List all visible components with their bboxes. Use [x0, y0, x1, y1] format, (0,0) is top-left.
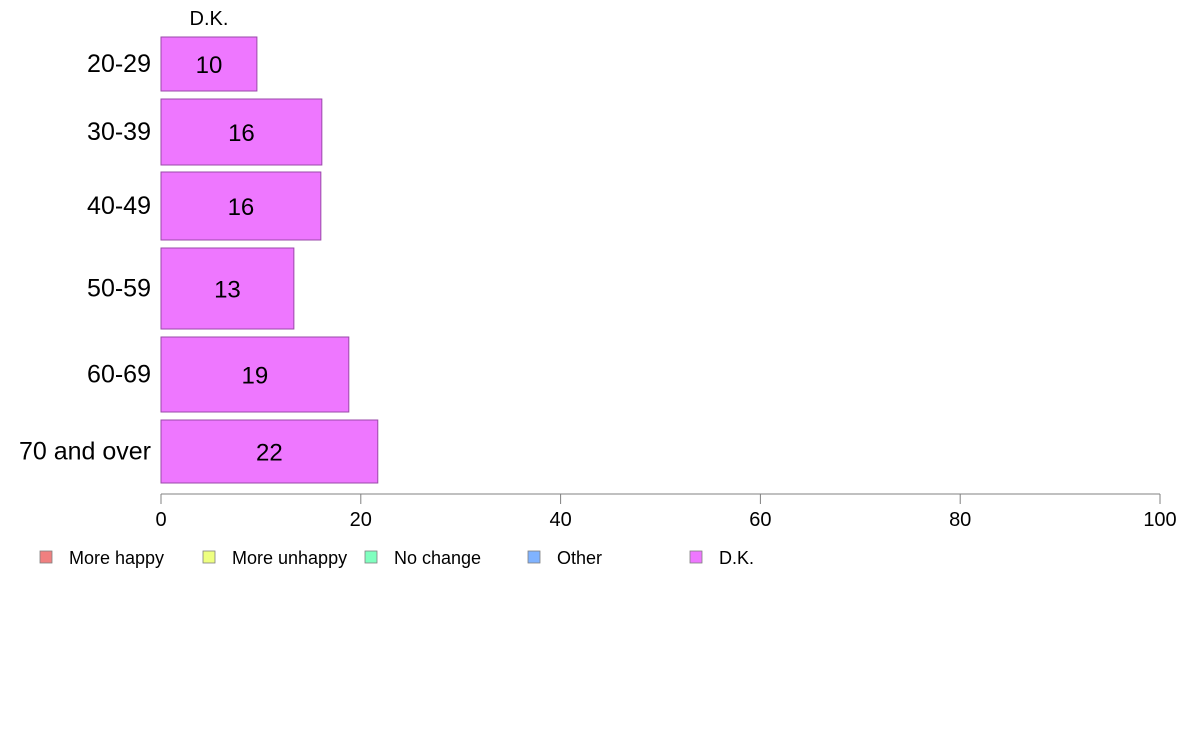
bar-value-label: 16: [228, 194, 255, 221]
x-tick-label: 0: [155, 509, 166, 531]
x-tick-label: 100: [1143, 509, 1176, 531]
y-tick-label: 20-29: [87, 50, 151, 78]
legend-swatch: [202, 550, 216, 564]
legend-label: Other: [557, 548, 602, 568]
bars: [160, 36, 379, 484]
legend: More happy More unhappy No change Other D.K.: [39, 548, 754, 568]
x-tick-label: 80: [949, 509, 971, 531]
legend-label: D.K.: [719, 548, 754, 568]
x-tick-label: 20: [350, 509, 372, 531]
legend-label: No change: [394, 548, 481, 568]
y-tick-label: 50-59: [87, 275, 151, 303]
legend-swatch: [527, 550, 541, 564]
y-tick-label: 40-49: [87, 192, 151, 220]
y-tick-label: 30-39: [87, 118, 151, 146]
y-tick-label: 60-69: [87, 361, 151, 389]
legend-swatch: [364, 550, 378, 564]
bar-value-label: 19: [242, 363, 269, 390]
bar-value-labels: 10 16 16 13 19 22: [196, 52, 283, 467]
bar-value-label: 10: [196, 52, 223, 79]
bar: [160, 419, 379, 484]
legend-label: More happy: [69, 548, 164, 568]
y-axis-labels: 20-29 30-39 40-49 50-59 60-69 70 and over: [19, 50, 151, 466]
bar: [160, 247, 295, 330]
legend-swatch: [689, 550, 703, 564]
column-header: D.K.: [190, 8, 229, 30]
bar: [160, 98, 323, 166]
bar: [160, 336, 350, 413]
legend-label: More unhappy: [232, 548, 347, 568]
x-axis: 0 20 40 60 80 100: [155, 493, 1177, 531]
bar: [160, 171, 322, 241]
bar-value-label: 22: [256, 440, 283, 467]
y-tick-label: 70 and over: [19, 438, 151, 466]
bar-value-label: 16: [228, 120, 255, 147]
legend-swatch: [39, 550, 53, 564]
bar-value-label: 13: [214, 277, 241, 304]
x-tick-label: 60: [749, 509, 771, 531]
x-tick-label: 40: [549, 509, 571, 531]
bar: [160, 36, 258, 92]
